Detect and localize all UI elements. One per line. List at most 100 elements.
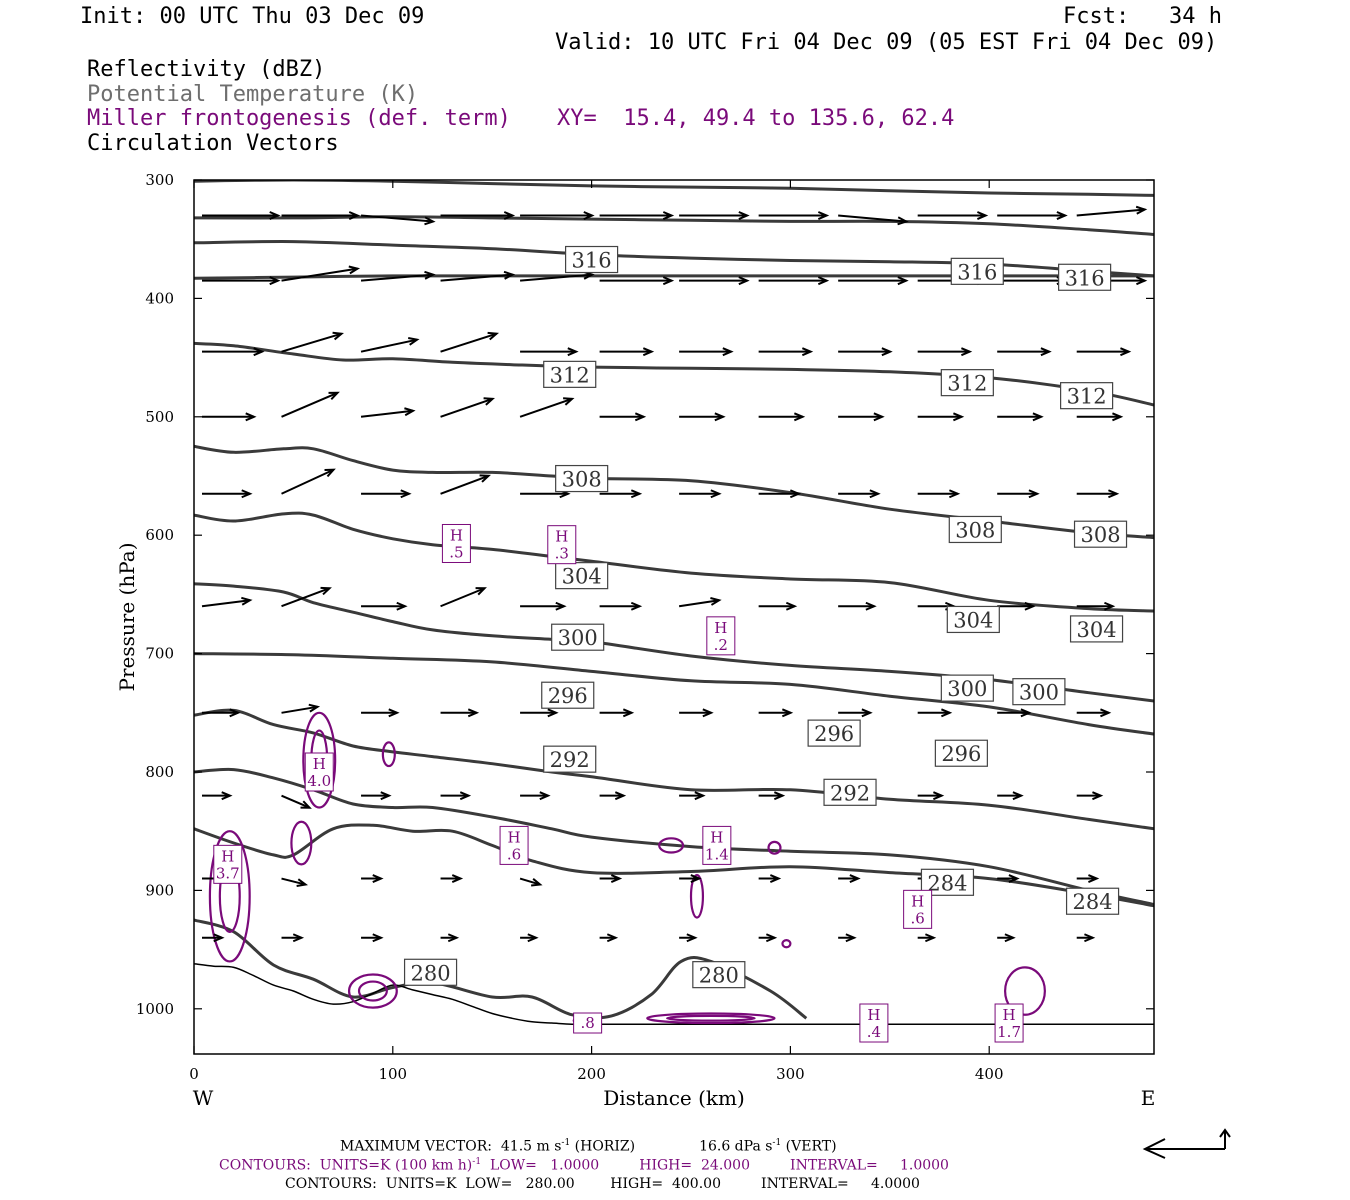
frontogenesis-range: LOW= 1.0000 HIGH= 24.000 INTERVAL= 1.000… bbox=[481, 1157, 949, 1174]
theta-label-text: 296 bbox=[548, 684, 588, 708]
circulation-vector bbox=[679, 276, 750, 286]
maximum-marker: H bbox=[1003, 1006, 1016, 1024]
x-tick-label: 200 bbox=[577, 1065, 606, 1083]
theta-label-text: 296 bbox=[814, 722, 854, 746]
east-end-label: E bbox=[1141, 1086, 1156, 1110]
x-tick-label: 300 bbox=[776, 1065, 805, 1083]
circulation-vector bbox=[202, 347, 265, 357]
circulation-vector bbox=[1076, 489, 1120, 499]
vector-head bbox=[292, 933, 305, 943]
theta-label-box bbox=[543, 360, 597, 388]
vector-head bbox=[849, 874, 861, 883]
vector-head bbox=[634, 412, 647, 422]
theta-label-box bbox=[940, 674, 994, 702]
maximum-marker: H bbox=[867, 1006, 880, 1024]
vector-head bbox=[1012, 791, 1024, 801]
vector-head bbox=[933, 791, 945, 801]
vector-head bbox=[467, 708, 480, 718]
vector-head bbox=[781, 708, 794, 718]
vector-head bbox=[1032, 412, 1044, 422]
maximum-value: .4 bbox=[867, 1023, 881, 1041]
vector-head bbox=[459, 791, 472, 801]
circulation-vector bbox=[758, 489, 802, 499]
circulation-vector bbox=[838, 214, 909, 226]
circulation-vector bbox=[361, 874, 384, 883]
frontogenesis-maximum: H3.7 bbox=[213, 844, 243, 884]
max-vector-vert: 16.6 dPa s bbox=[699, 1138, 773, 1155]
frontogenesis-maximum: H1.4 bbox=[702, 825, 732, 865]
theta-label-text: 296 bbox=[941, 742, 981, 766]
vector-head bbox=[702, 708, 714, 718]
circulation-vector bbox=[281, 211, 361, 220]
maximum-value: .3 bbox=[555, 545, 569, 563]
vector-head bbox=[531, 878, 543, 887]
circulation-vector bbox=[281, 877, 309, 887]
vector-shaft bbox=[360, 409, 414, 418]
vector-head bbox=[296, 878, 309, 887]
theta-contour-label: 284 bbox=[920, 868, 975, 896]
circulation-vector bbox=[281, 794, 312, 809]
vector-head bbox=[793, 412, 806, 422]
maximum-box bbox=[573, 1012, 603, 1034]
circulation-vector bbox=[758, 276, 830, 286]
vector-head bbox=[769, 874, 782, 883]
frontogenesis-contour bbox=[381, 741, 396, 768]
circulation-vector bbox=[361, 708, 400, 718]
circulation-vector bbox=[281, 586, 332, 608]
theta-contour-label: 296 bbox=[541, 681, 595, 709]
vector-head bbox=[925, 933, 937, 943]
frontogenesis-maximum: H.3 bbox=[547, 525, 577, 565]
vector-head bbox=[622, 708, 635, 718]
circulation-vector bbox=[679, 211, 750, 220]
circulation-vector bbox=[838, 412, 885, 422]
circulation-vector bbox=[440, 331, 500, 353]
vector-head bbox=[503, 211, 516, 220]
circulation-vector bbox=[838, 933, 857, 943]
y-tick-label: 500 bbox=[145, 408, 174, 426]
theta-contour-label: 312 bbox=[543, 360, 597, 388]
max-vector-horiz-exp: -1 bbox=[561, 1138, 571, 1148]
vector-shaft bbox=[440, 397, 493, 418]
theta-label-box bbox=[564, 245, 619, 274]
vector-head bbox=[785, 601, 798, 611]
circulation-vector bbox=[201, 596, 253, 608]
circulation-vector bbox=[202, 489, 253, 499]
y-tick-label: 700 bbox=[145, 645, 174, 663]
circulation-vector bbox=[679, 412, 726, 422]
circulation-vector bbox=[1076, 874, 1100, 883]
vector-head bbox=[630, 601, 643, 611]
vector-head bbox=[563, 397, 575, 406]
vector-shaft bbox=[281, 332, 342, 353]
valid-time: Valid: 10 UTC Fri 04 Dec 09 (05 EST Fri … bbox=[555, 30, 1218, 55]
vector-head bbox=[662, 276, 675, 286]
theta-label-box bbox=[948, 515, 1002, 544]
vector-head bbox=[241, 489, 253, 499]
vector-head bbox=[1004, 933, 1016, 943]
circulation-vector bbox=[599, 933, 619, 943]
circulation-vector bbox=[440, 270, 516, 282]
y-tick-label: 400 bbox=[145, 289, 174, 307]
vector-head bbox=[1084, 933, 1096, 943]
maximum-box bbox=[903, 889, 933, 929]
theta-contour-label: 280 bbox=[692, 961, 746, 989]
theta-contour bbox=[194, 652, 1154, 736]
maximum-box bbox=[441, 523, 471, 563]
vector-head bbox=[269, 276, 281, 286]
theta-contour-label: 316 bbox=[1058, 263, 1112, 291]
circulation-vector bbox=[838, 276, 909, 286]
vector-head bbox=[881, 347, 893, 357]
theta-label-text: 292 bbox=[830, 781, 870, 805]
theta-label-box bbox=[934, 739, 988, 767]
frontogenesis-contour bbox=[357, 980, 388, 1002]
frontogenesis-contour bbox=[290, 820, 313, 866]
vector-head bbox=[372, 874, 384, 883]
circulation-vector bbox=[202, 412, 257, 422]
reference-vector-icon bbox=[1142, 1128, 1231, 1159]
vector-shaft bbox=[281, 468, 334, 495]
theta-contour-label: 292 bbox=[543, 745, 597, 773]
circulation-vector bbox=[679, 347, 734, 357]
vector-head bbox=[662, 211, 675, 220]
circulation-vector bbox=[1076, 791, 1104, 801]
vector-head bbox=[229, 708, 241, 718]
vector-head bbox=[451, 874, 464, 883]
